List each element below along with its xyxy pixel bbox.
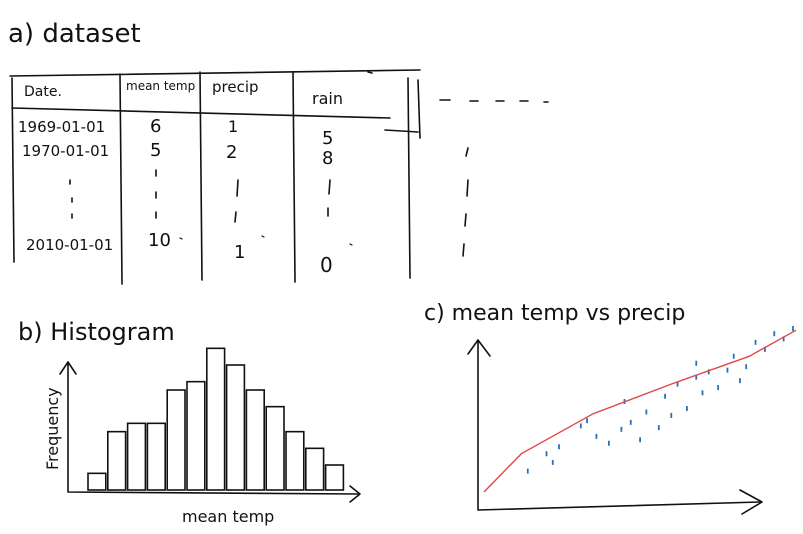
scatter-point bbox=[732, 353, 735, 359]
histogram-bar bbox=[265, 405, 285, 491]
row-1-rain: 5 bbox=[322, 128, 333, 149]
histogram-bar bbox=[245, 389, 265, 491]
scatter-point bbox=[620, 426, 623, 432]
scatter-point bbox=[545, 451, 548, 457]
header-precip: precip bbox=[212, 78, 259, 96]
row-1-date: 1969-01-01 bbox=[18, 118, 105, 136]
header-date: Date. bbox=[24, 84, 62, 100]
histogram-label: b) Histogram bbox=[18, 318, 175, 346]
row-2-mean-temp: 5 bbox=[150, 140, 161, 161]
dataset-label: a) dataset bbox=[8, 19, 141, 49]
row-3-precip: 1 bbox=[234, 242, 245, 263]
dataset-table: Date. mean temp precip rain 1969-01-01 6… bbox=[9, 69, 549, 285]
scatter-point bbox=[754, 339, 757, 345]
scatter-point bbox=[645, 409, 648, 415]
scatter-point bbox=[629, 419, 632, 425]
scatter-point bbox=[676, 381, 679, 387]
scatter-point bbox=[717, 385, 719, 391]
histogram-bar bbox=[186, 380, 206, 491]
histogram-y-label: Frequency bbox=[43, 387, 62, 470]
scatter-point bbox=[745, 364, 748, 370]
histogram-bar bbox=[324, 464, 345, 491]
scatter-point bbox=[664, 393, 666, 399]
row-1-mean-temp: 6 bbox=[150, 116, 161, 137]
scatter-point bbox=[695, 360, 698, 366]
row-1-precip: 1 bbox=[228, 117, 238, 136]
row-3-date: 2010-01-01 bbox=[26, 236, 113, 254]
scatter-point bbox=[558, 444, 560, 450]
histogram-bar bbox=[87, 472, 107, 491]
histogram-x-label: mean temp bbox=[182, 507, 274, 526]
scatter-points bbox=[526, 325, 794, 474]
scatter-label: c) mean temp vs precip bbox=[424, 301, 685, 326]
scatter-x-arrow bbox=[739, 489, 763, 515]
scatter-point bbox=[764, 346, 766, 352]
scatter-point bbox=[782, 336, 785, 342]
table-col-rule-3 bbox=[292, 71, 296, 283]
scatter-point bbox=[695, 374, 698, 380]
scatter-point bbox=[595, 433, 598, 439]
scatter-point bbox=[726, 367, 729, 373]
scatter-point bbox=[686, 405, 688, 411]
histogram-chart: Frequency mean temp bbox=[43, 347, 361, 526]
scatter-chart bbox=[467, 325, 797, 515]
header-mean-temp: mean temp bbox=[126, 79, 195, 93]
table-col-rule-5 bbox=[417, 79, 421, 139]
histogram-bar bbox=[107, 430, 127, 491]
header-rain: rain bbox=[312, 89, 343, 108]
scatter-point bbox=[670, 412, 673, 418]
scatter-point bbox=[657, 425, 660, 431]
histogram-bar bbox=[225, 364, 246, 491]
scatter-axes bbox=[477, 339, 761, 511]
histogram-bars bbox=[87, 347, 345, 491]
row-2-date: 1970-01-01 bbox=[22, 142, 109, 160]
scatter-y-arrow bbox=[467, 339, 491, 357]
row-stray-dots bbox=[179, 235, 353, 246]
table-col-rule-4 bbox=[407, 77, 411, 279]
scatter-point bbox=[707, 369, 710, 375]
row-3-rain: 0 bbox=[320, 253, 333, 277]
histogram-bar bbox=[126, 422, 147, 491]
scatter-trend-line bbox=[483, 329, 797, 493]
row-3-mean-temp: 10 bbox=[148, 230, 171, 251]
scatter-point bbox=[526, 468, 529, 474]
row-2-precip: 2 bbox=[226, 142, 237, 163]
table-tick bbox=[367, 71, 373, 74]
table-col-rule-0 bbox=[11, 77, 15, 263]
table-continuation-ticks bbox=[462, 147, 469, 257]
row-2-rain: 8 bbox=[322, 148, 333, 169]
histogram-bar bbox=[166, 389, 186, 491]
scatter-point bbox=[739, 378, 741, 384]
histogram-bar bbox=[285, 430, 305, 491]
table-col-rule-1 bbox=[119, 73, 123, 285]
scatter-point bbox=[579, 423, 582, 429]
table-continuation-dashes bbox=[439, 99, 549, 103]
histogram-y-arrow bbox=[59, 361, 77, 375]
scatter-point bbox=[551, 459, 554, 465]
scatter-point bbox=[773, 331, 776, 337]
table-top-rule bbox=[9, 69, 421, 77]
scatter-point bbox=[701, 390, 704, 396]
histogram-x-arrow bbox=[349, 485, 361, 503]
table-col-rule-2 bbox=[199, 71, 203, 281]
histogram-axes bbox=[67, 361, 359, 495]
scatter-point bbox=[792, 325, 794, 331]
histogram-bar bbox=[206, 347, 226, 491]
histogram-bar bbox=[304, 447, 325, 491]
scatter-point bbox=[639, 437, 641, 443]
table-stub-rule bbox=[384, 129, 419, 133]
scatter-point bbox=[586, 418, 588, 424]
row-ellipsis bbox=[69, 169, 331, 223]
histogram-bar bbox=[146, 422, 166, 491]
scatter-point bbox=[608, 440, 610, 446]
